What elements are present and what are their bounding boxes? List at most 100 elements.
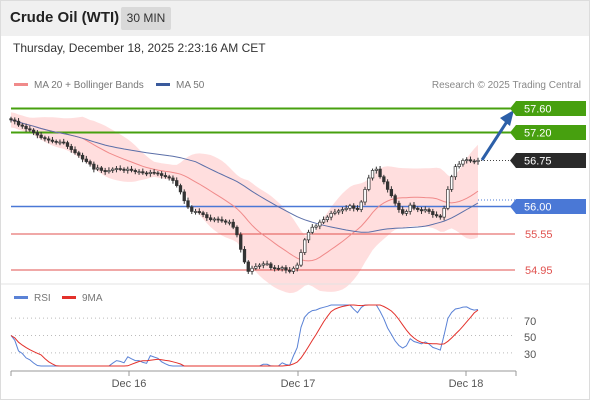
candle [468, 156, 473, 163]
candle [54, 139, 58, 145]
candle [303, 237, 307, 256]
candle-body [370, 170, 375, 179]
candlesticks [9, 116, 480, 275]
rsi-ma-line [10, 304, 479, 367]
candle-body [453, 166, 458, 178]
candle-body [220, 219, 224, 222]
candle-body [408, 204, 412, 212]
candle [397, 200, 401, 213]
candle [310, 224, 314, 235]
candle [186, 197, 190, 209]
candle-body [401, 209, 405, 214]
candle [178, 183, 183, 195]
candle-body [54, 141, 58, 143]
candle-body [80, 154, 85, 160]
candle-body [461, 159, 465, 165]
candle-body [231, 221, 235, 228]
candle-body [58, 141, 62, 144]
candle [84, 155, 88, 164]
candle-body [352, 205, 356, 209]
ma20-label: MA 20 + Bollinger Bands [34, 80, 144, 91]
candle-body [329, 213, 333, 218]
level-r1: 57.20 [510, 125, 586, 140]
candle-body [457, 163, 461, 167]
candle [461, 158, 465, 167]
candle-body [197, 211, 201, 214]
candle-body [39, 134, 43, 138]
level-r1-label: 57.20 [524, 128, 552, 140]
candle [385, 179, 390, 193]
candle [401, 206, 405, 216]
ma20-swatch [14, 82, 28, 86]
candle-body [348, 205, 352, 209]
candle [31, 128, 36, 136]
candle [137, 169, 141, 175]
candle-body [397, 202, 401, 210]
candle-body [465, 159, 469, 162]
candle-body [250, 267, 254, 272]
candle [246, 260, 250, 274]
candle-body [35, 132, 40, 136]
candle [449, 174, 454, 192]
interval-badge[interactable]: 30 MIN [121, 7, 171, 30]
candle-body [468, 159, 473, 162]
candle-body [73, 149, 77, 154]
candle [269, 261, 273, 271]
candle-body [95, 167, 100, 170]
legend-ma20: MA 20 + Bollinger Bands [14, 80, 144, 91]
level-current-tag [510, 153, 586, 168]
candle-body [13, 119, 17, 122]
candle [457, 160, 461, 169]
level-lines [11, 107, 515, 271]
candle [216, 216, 220, 223]
candle-body [227, 221, 232, 224]
ma50-line [10, 119, 479, 233]
rsi-label: RSI [34, 293, 51, 304]
candle-body [107, 170, 111, 173]
candle [318, 219, 322, 230]
candle [374, 166, 378, 174]
legend-rsi-ma: 9MA [62, 293, 103, 304]
candle [438, 213, 442, 220]
candle [280, 265, 284, 272]
candle [340, 207, 345, 214]
candle [242, 246, 247, 264]
candle [412, 201, 416, 211]
candle-body [212, 218, 217, 221]
candle [50, 136, 55, 144]
candle-body [272, 267, 277, 269]
candle-body [276, 267, 281, 270]
candle-body [235, 226, 239, 236]
timestamp: Thursday, December 18, 2025 2:23:16 AM C… [13, 41, 266, 55]
candle [126, 166, 130, 174]
candle [114, 166, 119, 173]
candle [367, 174, 371, 192]
candle-body [242, 248, 247, 263]
candle-body [28, 128, 32, 131]
candle-body [171, 177, 175, 181]
candle [212, 217, 217, 223]
candle [453, 164, 458, 180]
candle [378, 166, 382, 179]
candle-body [367, 177, 371, 190]
candle [80, 152, 85, 163]
candle [65, 140, 70, 149]
candle-body [261, 263, 265, 266]
candle [224, 219, 228, 225]
candle-body [427, 209, 431, 212]
candle [88, 159, 92, 167]
candle-body [254, 266, 258, 269]
candle [329, 210, 333, 221]
candle [197, 208, 201, 215]
candle [423, 206, 427, 213]
level-r2-label: 57.60 [524, 104, 552, 116]
legend-ma50: MA 50 [156, 80, 204, 91]
candle [404, 209, 409, 216]
candle-body [111, 168, 115, 171]
candle [363, 186, 367, 206]
candle-body [299, 252, 303, 266]
candle-body [431, 211, 435, 215]
candle-body [412, 204, 416, 209]
candle-body [472, 160, 476, 163]
